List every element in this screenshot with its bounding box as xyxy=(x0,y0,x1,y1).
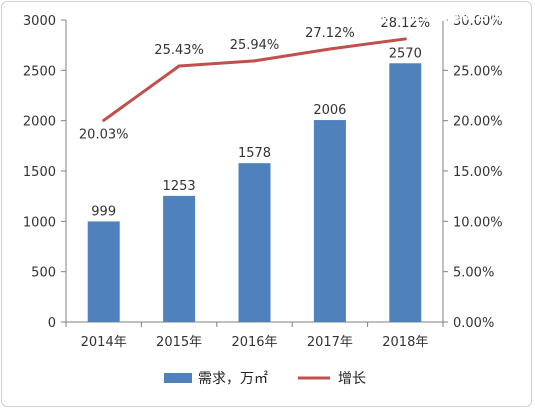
legend-bar-label: 需求，万㎡ xyxy=(198,371,268,387)
growth-data-label: 27.12% xyxy=(305,26,355,41)
left-tick-label: 1000 xyxy=(23,215,56,230)
x-tick-label: 2015年 xyxy=(156,335,202,350)
legend-bar-swatch xyxy=(164,373,192,383)
bar-data-label: 2006 xyxy=(313,103,346,118)
bar-data-label: 1578 xyxy=(238,146,271,161)
growth-point xyxy=(253,59,256,63)
growth-data-label: 25.43% xyxy=(154,43,204,58)
bar-data-label: 1253 xyxy=(163,179,196,194)
right-tick-label: 20.00% xyxy=(453,115,503,130)
line-series xyxy=(102,37,407,122)
growth-point xyxy=(177,64,181,68)
x-tick-label: 2016年 xyxy=(231,335,277,350)
growth-point xyxy=(102,118,106,122)
x-tick-label: 2018年 xyxy=(382,335,428,350)
left-tick-label: 500 xyxy=(31,266,56,281)
bar-data-label: 999 xyxy=(91,204,116,219)
right-tick-label: 5.00% xyxy=(453,266,494,281)
left-tick-label: 2500 xyxy=(23,64,56,79)
growth-point xyxy=(328,47,332,51)
right-tick-label: 25.00% xyxy=(453,64,503,79)
left-tick-label: 1500 xyxy=(23,165,56,180)
bar xyxy=(238,163,271,322)
axes: 0 500 1000 1500 2000 2500 3000 0.00% 5.00% 10.00%… xyxy=(23,14,503,350)
bar-data-label: 2570 xyxy=(389,46,422,61)
x-tick-label: 2017年 xyxy=(307,335,353,350)
bar xyxy=(389,63,422,322)
legend: 需求，万㎡ 增长 xyxy=(164,371,366,387)
right-tick-label: 15.00% xyxy=(453,165,503,180)
legend-line-label: 增长 xyxy=(338,371,366,387)
left-tick-label: 2000 xyxy=(23,115,56,130)
bar-series xyxy=(87,63,422,322)
right-tick-label: 0.00% xyxy=(453,316,494,331)
growth-data-label: 20.03% xyxy=(79,127,129,142)
x-tick-label: 2014年 xyxy=(81,335,127,350)
watermark-text: 搜狐号@中金企信国际咨询 xyxy=(336,7,504,24)
left-tick-label: 0 xyxy=(48,316,56,331)
growth-data-label: 28.12% xyxy=(381,16,431,31)
bar xyxy=(87,221,120,322)
right-tick-label: 30.00% xyxy=(453,14,503,29)
growth-data-label: 25.94% xyxy=(230,38,280,53)
data-labels: 999 1253 1578 2006 2570 20.03% 25.43% 25.94% 27.… xyxy=(79,16,430,220)
growth-point xyxy=(403,37,407,41)
bar xyxy=(163,195,196,322)
right-tick-label: 10.00% xyxy=(453,215,503,230)
left-tick-label: 3000 xyxy=(23,14,56,29)
bar xyxy=(313,120,346,322)
